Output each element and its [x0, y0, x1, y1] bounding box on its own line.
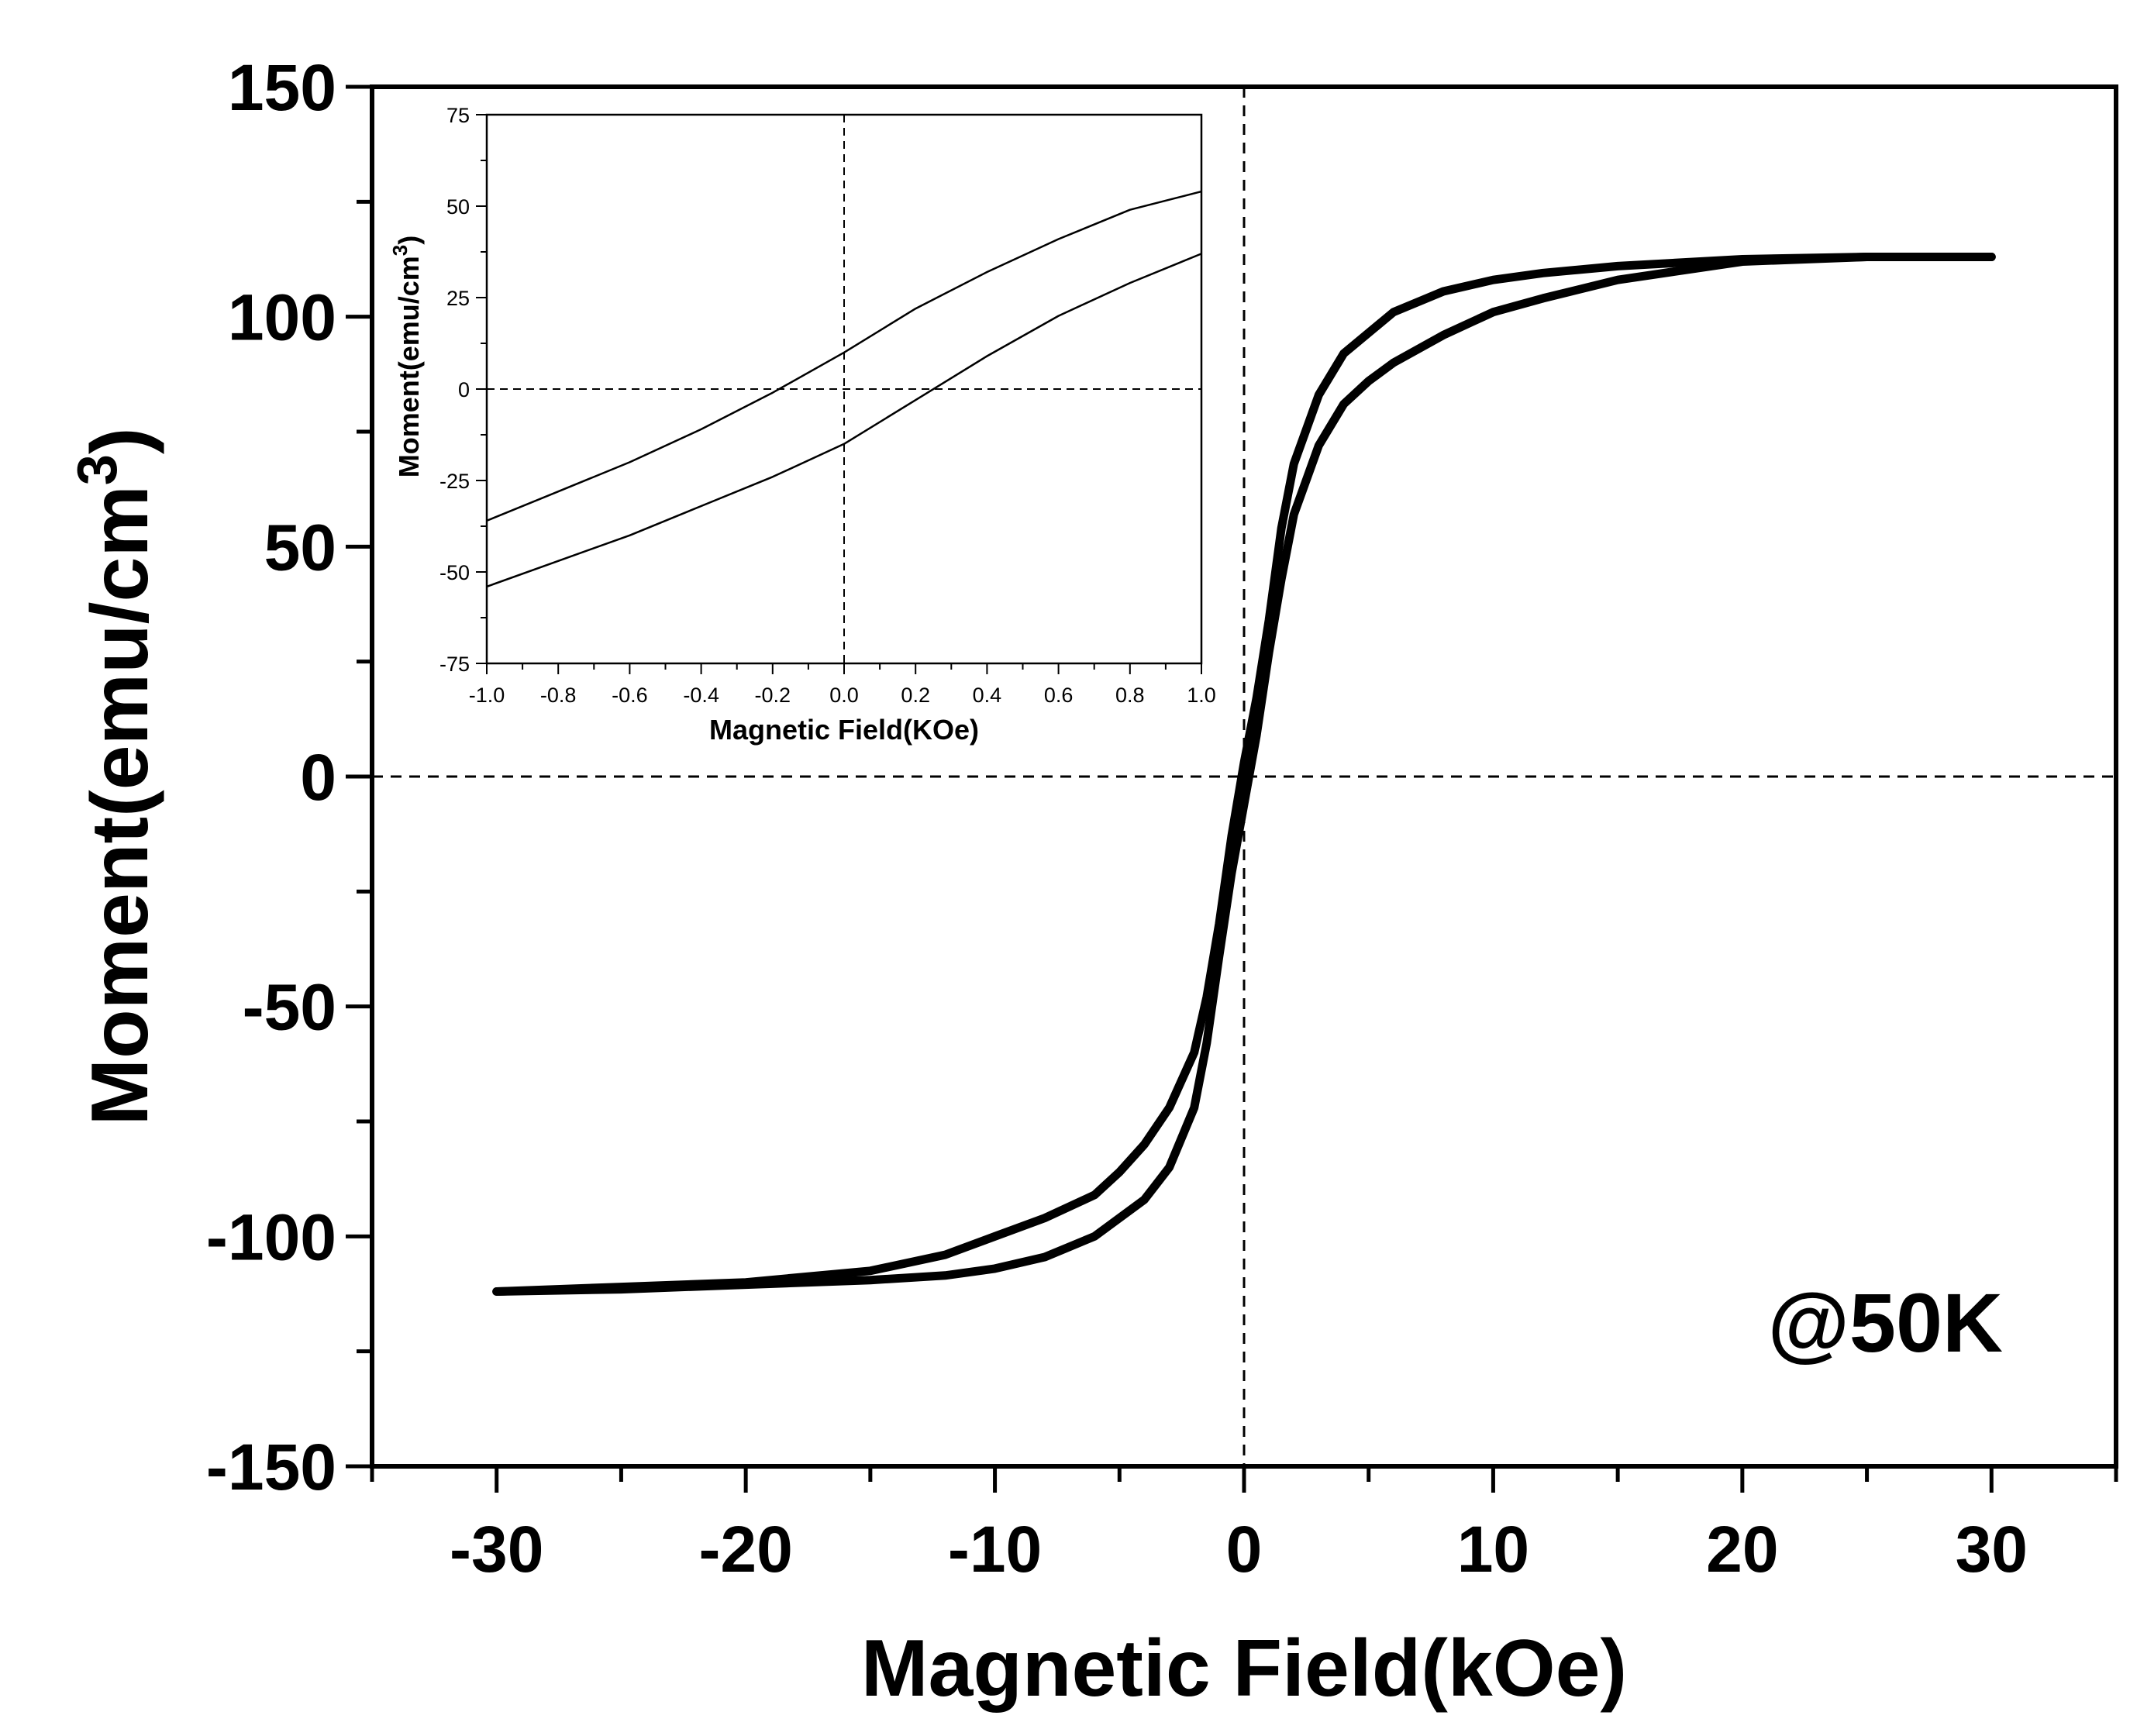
inset-y-tick-label: -50: [439, 561, 470, 584]
main-series-line-1: [492, 253, 1996, 1296]
main-y-tick-label: -50: [243, 971, 336, 1044]
inset-y-tick-label: -75: [439, 653, 470, 676]
inset-x-axis-title: Magnetic Field(KOe): [709, 714, 979, 746]
main-y-tick-label: -150: [206, 1431, 336, 1504]
inset-x-tick-label: -0.8: [540, 684, 577, 707]
inset-y-axis-title-superscript: 3: [388, 245, 412, 256]
inset-x-tick-label: -1.0: [469, 684, 505, 707]
main-y-tick-label: 0: [300, 741, 336, 814]
inset-x-tick-label: 1.0: [1187, 684, 1216, 707]
inset-y-tick-label: 50: [446, 195, 470, 219]
inset-series-line-0: [486, 190, 1202, 522]
main-x-tick-label: -10: [948, 1513, 1042, 1586]
main-series-line-0: [492, 253, 1996, 1296]
main-y-tick-label: 100: [228, 281, 336, 354]
inset-y-tick-label: 25: [446, 287, 470, 310]
inset-background: [388, 93, 1225, 775]
main-x-tick-label: 20: [1706, 1513, 1778, 1586]
main-y-axis-title: Moment(emu/cm3): [67, 428, 165, 1126]
inset-x-tick-label: 0.6: [1044, 684, 1074, 707]
main-x-tick-label: 0: [1226, 1513, 1263, 1586]
inset-x-tick-label: -0.6: [612, 684, 648, 707]
inset-series-group: [486, 190, 1202, 588]
main-y-axis-title-superscript: 3: [67, 454, 129, 485]
inset-x-tick-label: 0.8: [1115, 684, 1145, 707]
temperature-annotation: @50K: [1768, 1276, 2003, 1369]
inset-y-tick-label: 75: [446, 104, 470, 127]
inset-y-tick-label: -25: [439, 470, 470, 493]
inset-tick-labels: -1.0 -0.8 -0.6 -0.4 -0.2 0.0 0.2 0.4 0.6 0.8 1.0 -7…: [439, 104, 1216, 707]
main-x-axis-title: Magnetic Field(kOe): [861, 1624, 1627, 1714]
main-x-tick-label: -20: [698, 1513, 792, 1586]
main-x-tick-label: -30: [450, 1513, 543, 1586]
main-y-tick-label: -100: [206, 1200, 336, 1273]
inset-reference-lines: [487, 115, 1201, 663]
main-x-tick-label: 30: [1956, 1513, 2028, 1586]
inset-axis-ticks: [476, 114, 1202, 674]
inset-x-tick-label: -0.2: [755, 684, 791, 707]
inset-x-tick-label: -0.4: [683, 684, 719, 707]
inset-y-axis-title-close: ): [393, 236, 425, 245]
inset-x-tick-label: 0.4: [973, 684, 1002, 707]
main-x-tick-label: 10: [1457, 1513, 1529, 1586]
main-y-tick-label: 50: [264, 511, 336, 584]
inset-y-axis-title: Moment(emu/cm3): [388, 236, 425, 478]
main-series-group: [492, 253, 1996, 1296]
main-y-tick-label: 150: [228, 51, 336, 124]
inset-x-tick-label: 0.2: [901, 684, 930, 707]
inset-y-axis-title-text: Moment(emu/cm: [393, 256, 425, 477]
main-y-axis-title-text: Moment(emu/cm: [75, 485, 165, 1125]
inset-plot: -1.0 -0.8 -0.6 -0.4 -0.2 0.0 0.2 0.4 0.6 0.8 1.0 -7…: [388, 93, 1225, 775]
main-axis-ticks: [346, 84, 2118, 1493]
inset-x-tick-label: 0.0: [829, 684, 859, 707]
inset-y-tick-label: 0: [458, 378, 470, 401]
inset-series-line-1: [486, 253, 1202, 588]
main-y-axis-title-close: ): [75, 428, 165, 455]
